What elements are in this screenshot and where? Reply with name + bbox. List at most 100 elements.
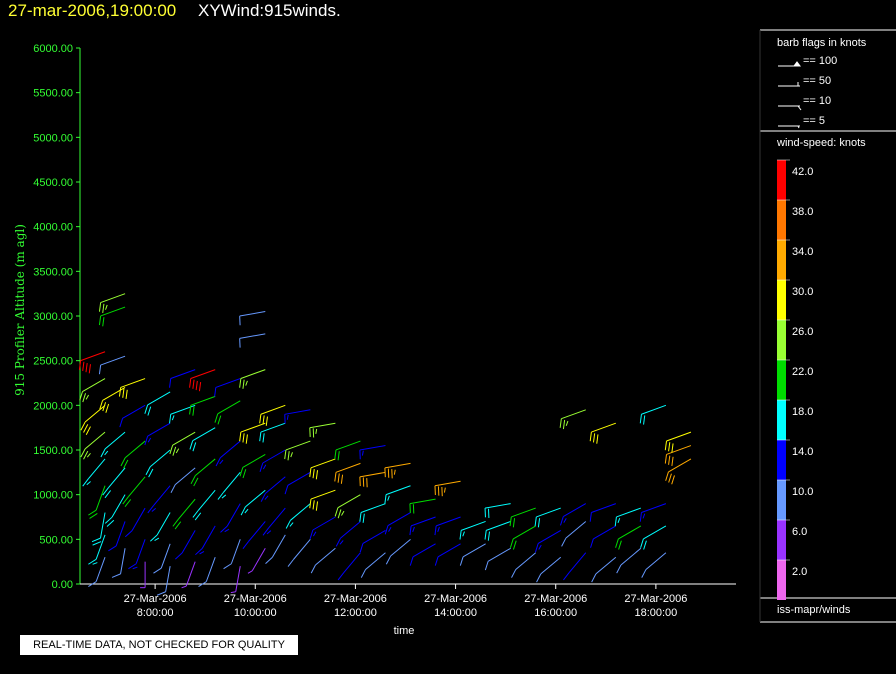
wind-barb bbox=[665, 458, 692, 485]
colorbar-label: 22.0 bbox=[792, 366, 813, 378]
barb-legend: == 100 == 50 == 10 == 5 bbox=[778, 55, 837, 129]
wind-barb bbox=[511, 552, 537, 578]
wind-barb bbox=[175, 530, 196, 560]
x-tick-time: 16:00:00 bbox=[534, 607, 577, 619]
barb-legend-item bbox=[778, 82, 800, 87]
wind-barb bbox=[156, 566, 171, 596]
wind-barb bbox=[335, 521, 361, 547]
wind-barb bbox=[239, 311, 266, 326]
colorbar-swatch bbox=[777, 160, 786, 200]
y-tick-label: 0.00 bbox=[52, 579, 73, 591]
wind-barb bbox=[615, 525, 642, 550]
wind-barb bbox=[509, 525, 536, 550]
wind-barb bbox=[190, 458, 216, 487]
wind-barb bbox=[239, 422, 266, 444]
x-tick-date: 27-Mar-2006 bbox=[224, 593, 287, 605]
y-axis-label: 915 Profiler Altitude (m agl) bbox=[13, 224, 27, 396]
wind-barb bbox=[104, 494, 126, 527]
wind-barb bbox=[260, 476, 286, 502]
wind-barb bbox=[484, 547, 511, 571]
wind-barb bbox=[80, 404, 106, 435]
wind-barb bbox=[189, 427, 216, 452]
wind-barb bbox=[169, 369, 196, 388]
colorbar-swatch bbox=[777, 520, 786, 560]
wind-barb bbox=[239, 454, 266, 479]
colorbar-label: 2.0 bbox=[792, 566, 807, 578]
wind-barb bbox=[284, 409, 311, 424]
wind-barb bbox=[124, 507, 146, 538]
x-tick-date: 27-Mar-2006 bbox=[324, 593, 387, 605]
colorbar-label: 14.0 bbox=[792, 446, 813, 458]
x-tick-time: 14:00:00 bbox=[434, 607, 477, 619]
wind-barbs bbox=[78, 293, 692, 596]
colorbar-label: 6.0 bbox=[792, 526, 807, 538]
wind-barb bbox=[639, 404, 667, 425]
wind-barb bbox=[434, 516, 461, 536]
wind-barb bbox=[150, 512, 171, 542]
wind-barb bbox=[359, 529, 386, 553]
wind-barb bbox=[384, 462, 411, 479]
barb-legend-label: == 50 bbox=[803, 75, 831, 87]
wind-barb bbox=[98, 306, 126, 327]
wind-barb bbox=[285, 503, 311, 529]
wind-barb bbox=[242, 521, 266, 550]
quality-notice: REAL-TIME DATA, NOT CHECKED FOR QUALITY bbox=[20, 635, 298, 655]
wind-barb bbox=[409, 516, 436, 536]
wind-barb bbox=[88, 557, 106, 588]
wind-barb bbox=[239, 333, 266, 348]
wind-barb bbox=[591, 556, 617, 583]
colorbar-swatch bbox=[777, 240, 786, 280]
colorbar: 42.0 38.0 34.0 30.0 26.0 22.0 18.0 14.0 10.0 6.0 2… bbox=[777, 159, 813, 600]
barb-legend-label: == 5 bbox=[803, 115, 825, 127]
source-label: iss-mapr/winds bbox=[777, 604, 851, 616]
wind-barb bbox=[334, 462, 361, 484]
wind-barb bbox=[88, 485, 106, 519]
colorbar-label: 10.0 bbox=[792, 486, 813, 498]
wind-barb bbox=[563, 552, 587, 581]
wind-barb bbox=[118, 378, 146, 400]
wind-barb bbox=[641, 552, 667, 578]
x-axis-label: time bbox=[394, 625, 415, 637]
wind-barb bbox=[484, 503, 511, 518]
wind-barb bbox=[80, 431, 106, 460]
barb-legend-label: == 10 bbox=[803, 95, 831, 107]
wind-barb bbox=[214, 378, 241, 397]
wind-barb bbox=[434, 543, 461, 566]
colorbar-label: 38.0 bbox=[792, 206, 813, 218]
y-axis: 0.00 500.00 1000.00 1500.00 2000.00 2500.00 30… bbox=[33, 43, 81, 591]
barb-legend-item bbox=[778, 105, 802, 111]
wind-barb bbox=[169, 431, 196, 456]
colorbar-label: 42.0 bbox=[792, 166, 813, 178]
wind-barb bbox=[360, 552, 386, 578]
y-tick-label: 6000.00 bbox=[33, 43, 73, 55]
wind-barb bbox=[434, 480, 461, 497]
wind-barb bbox=[239, 369, 266, 389]
wind-barb bbox=[240, 489, 266, 516]
barb-legend-label: == 100 bbox=[803, 55, 837, 67]
wind-barb bbox=[359, 445, 386, 460]
colorbar-swatch bbox=[777, 560, 786, 600]
wind-barb bbox=[459, 543, 486, 566]
barb-legend-item bbox=[778, 125, 800, 129]
y-tick-label: 5500.00 bbox=[33, 88, 73, 100]
wind-barb bbox=[145, 449, 171, 478]
wind-barb bbox=[189, 395, 216, 416]
wind-barb bbox=[616, 547, 642, 574]
wind-barb bbox=[247, 548, 266, 574]
wind-barb bbox=[99, 387, 126, 413]
wind-barb bbox=[309, 489, 336, 511]
colorbar-swatch bbox=[777, 200, 786, 240]
wind-barb bbox=[664, 445, 692, 467]
wind-barb bbox=[108, 521, 126, 552]
wind-barb bbox=[169, 404, 196, 424]
colorbar-label: 30.0 bbox=[792, 286, 813, 298]
wind-barb bbox=[359, 503, 386, 523]
wind-barb bbox=[220, 503, 241, 533]
y-tick-label: 3500.00 bbox=[33, 266, 73, 278]
wind-barb bbox=[459, 520, 486, 540]
x-tick-date: 27-Mar-2006 bbox=[124, 593, 187, 605]
wind-barb bbox=[639, 503, 667, 522]
barb-legend-title: barb flags in knots bbox=[777, 37, 867, 49]
wind-barb bbox=[79, 378, 106, 403]
wind-barb bbox=[334, 440, 361, 461]
